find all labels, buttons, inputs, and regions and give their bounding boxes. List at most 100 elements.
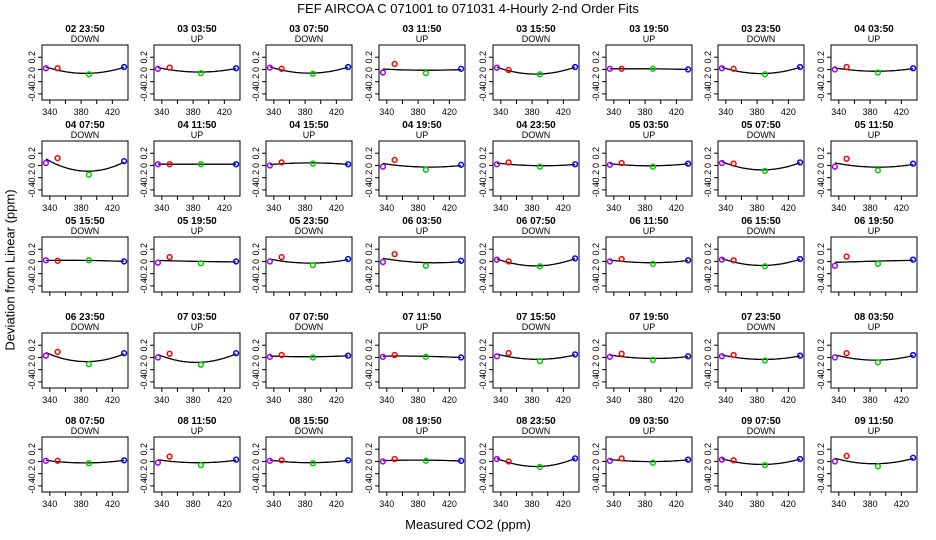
y-tick-label: 0	[703, 259, 713, 264]
plot-frame	[830, 44, 918, 101]
y-tick-label: -0.4	[139, 478, 149, 494]
fit-curve	[269, 66, 349, 74]
plot-frame	[265, 140, 353, 197]
data-point	[730, 257, 737, 264]
data-point	[843, 452, 850, 460]
y-tick-label: -0.4	[364, 278, 374, 294]
x-tick-label: 340	[266, 107, 281, 117]
data-point	[831, 458, 839, 465]
panel-time-label: 05 07:50	[741, 120, 781, 131]
panel-time-label: 06 07:50	[516, 216, 556, 227]
x-tick-label: 340	[379, 395, 394, 405]
y-tick-label: 0	[251, 67, 261, 72]
y-tick-label: -0.2	[251, 362, 261, 378]
fit-curve	[834, 259, 914, 264]
x-tick-label: 380	[186, 107, 201, 117]
y-tick-label: 0.2	[364, 243, 374, 256]
data-point	[761, 357, 769, 364]
data-point	[606, 161, 614, 168]
y-tick-label: -0.2	[364, 266, 374, 282]
y-tick-label: -0.4	[816, 478, 826, 494]
fit-curve	[834, 457, 914, 465]
x-tick-label: 340	[154, 499, 169, 509]
data-point	[197, 361, 205, 368]
y-tick-label: -0.2	[27, 466, 37, 482]
data-point	[120, 258, 128, 265]
x-tick-label: 420	[105, 499, 120, 509]
x-tick-label: 340	[493, 395, 508, 405]
x-tick-label: 380	[638, 203, 653, 213]
panel-direction-label: UP	[191, 226, 204, 236]
y-tick-label: -0.2	[251, 170, 261, 186]
plot-frame	[41, 44, 129, 101]
y-tick-label: -0.4	[27, 278, 37, 294]
y-tick-label: 0	[139, 459, 149, 464]
data-point	[761, 71, 769, 78]
x-tick-label: 420	[781, 203, 796, 213]
panel-direction-label: DOWN	[747, 226, 776, 236]
data-point	[266, 353, 274, 360]
panel-time-label: 03 03:50	[177, 24, 217, 35]
data-point	[684, 257, 692, 264]
y-tick-label: 0.2	[478, 51, 488, 64]
data-point	[649, 260, 657, 268]
fit-curve	[157, 353, 237, 364]
y-tick-label: -0.2	[27, 170, 37, 186]
y-tick-label: 0	[591, 67, 601, 72]
plot-frame	[492, 44, 580, 101]
data-point	[571, 351, 579, 358]
y-tick-label: -0.2	[591, 74, 601, 90]
data-point	[344, 161, 352, 168]
panel-time-label: 04 23:50	[516, 120, 556, 131]
panel-time-label: 09 11:50	[855, 416, 894, 427]
panel-time-label: 07 03:50	[177, 312, 217, 323]
data-point	[761, 461, 769, 469]
panel-time-label: 04 07:50	[65, 120, 105, 131]
data-point	[379, 69, 387, 76]
x-tick-label: 420	[781, 395, 796, 405]
fit-curve	[382, 162, 462, 168]
panel-time-label: 05 11:50	[855, 120, 894, 131]
panel-direction-label: UP	[643, 34, 656, 44]
y-tick-label: 0.2	[591, 339, 601, 352]
x-tick-label: 420	[556, 107, 571, 117]
y-tick-label: 0	[703, 67, 713, 72]
y-tick-label: -0.4	[816, 86, 826, 102]
x-tick-label: 420	[217, 499, 232, 509]
y-tick-label: -0.2	[364, 466, 374, 482]
plot-frame	[153, 332, 241, 389]
y-tick-label: -0.2	[27, 362, 37, 378]
data-point	[831, 354, 839, 361]
data-point	[42, 65, 50, 72]
data-point	[761, 263, 769, 270]
plot-frame	[153, 236, 241, 293]
plot-frame	[153, 44, 241, 101]
plot-frame	[492, 332, 580, 389]
x-tick-label: 380	[298, 107, 313, 117]
y-tick-label: -0.2	[703, 362, 713, 378]
y-tick-label: 0	[364, 355, 374, 360]
x-tick-label: 420	[669, 395, 684, 405]
panel-direction-label: DOWN	[71, 130, 100, 140]
data-point	[232, 350, 240, 357]
x-tick-label: 340	[154, 203, 169, 213]
fit-curve	[496, 66, 576, 75]
y-tick-label: -0.2	[591, 466, 601, 482]
panel-direction-label: DOWN	[295, 426, 324, 436]
data-point	[843, 63, 850, 71]
data-point	[796, 352, 804, 359]
x-tick-label: 340	[718, 395, 733, 405]
data-point	[154, 161, 162, 168]
panel-time-label: 07 15:50	[516, 312, 556, 323]
panel-time-label: 04 15:50	[289, 120, 329, 131]
plot-frame	[717, 44, 805, 101]
y-tick-label: -0.4	[591, 278, 601, 294]
plot-frame	[41, 332, 129, 389]
y-tick-label: -0.4	[478, 182, 488, 198]
